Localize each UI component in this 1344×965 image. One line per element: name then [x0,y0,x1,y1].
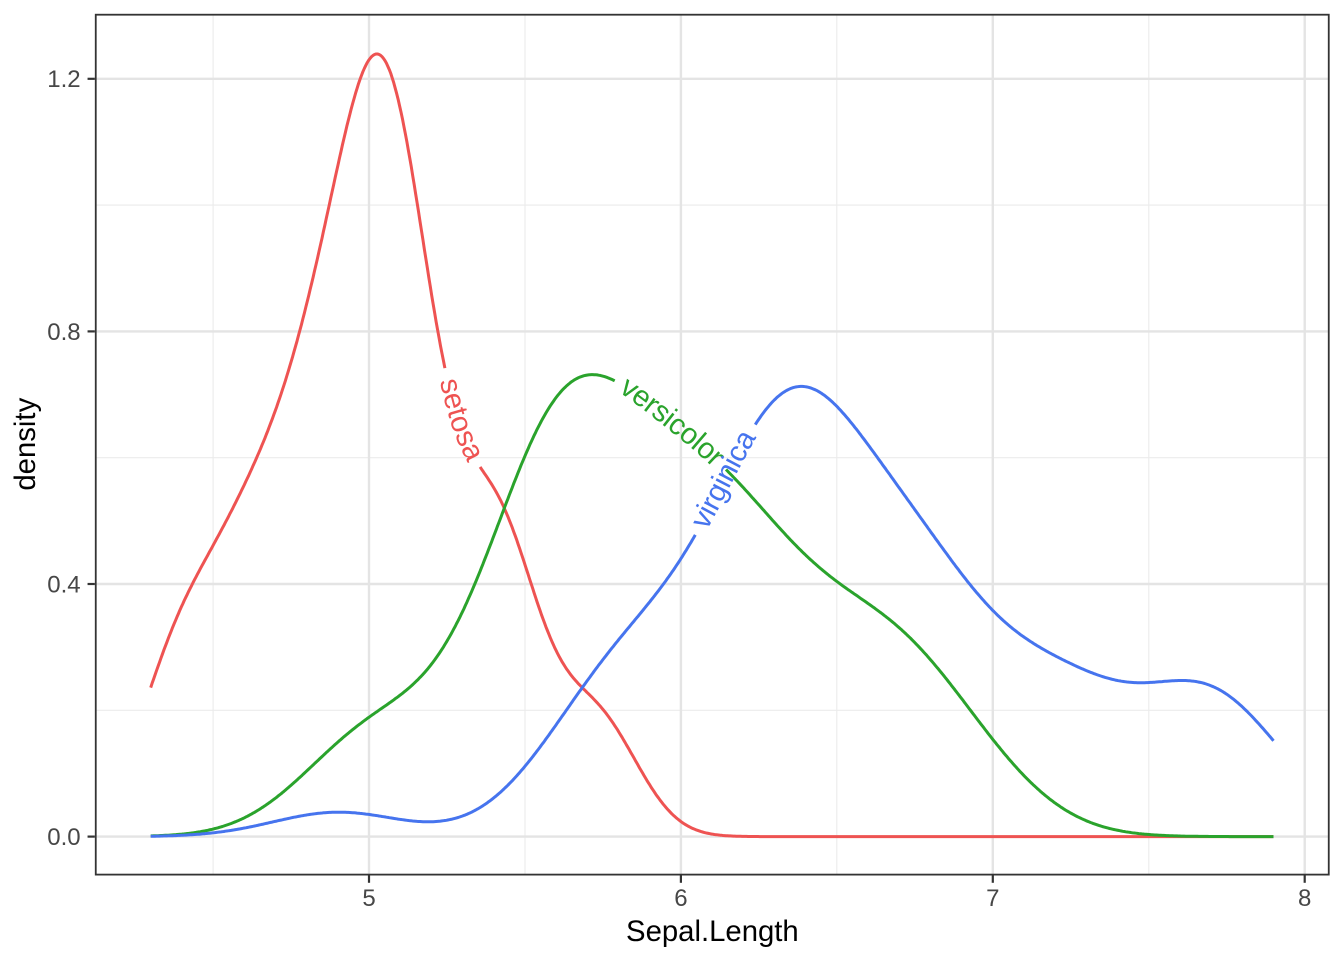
svg-text:1.2: 1.2 [47,66,80,93]
svg-text:6: 6 [674,885,687,912]
svg-text:0.4: 0.4 [47,571,80,598]
svg-text:Sepal.Length: Sepal.Length [626,915,799,948]
svg-text:density: density [9,397,42,490]
svg-text:s: s [433,375,468,397]
svg-text:5: 5 [362,885,375,912]
svg-text:8: 8 [1298,885,1311,912]
svg-text:7: 7 [986,885,999,912]
svg-text:0.0: 0.0 [47,824,80,851]
svg-text:0.8: 0.8 [47,319,80,346]
